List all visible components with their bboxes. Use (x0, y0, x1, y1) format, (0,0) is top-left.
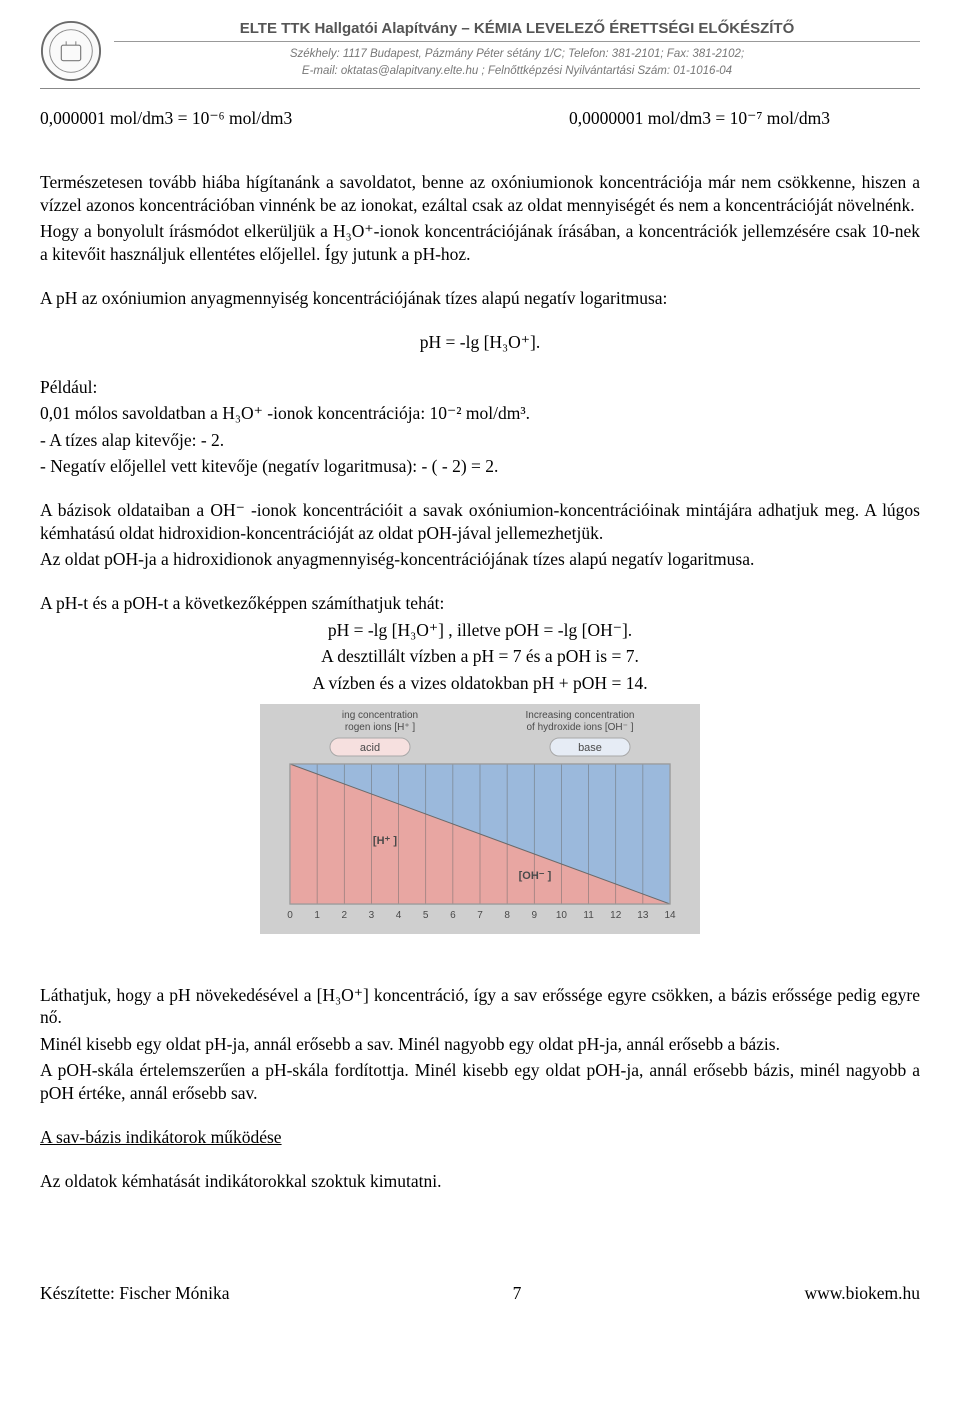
svg-text:base: base (578, 742, 602, 754)
paragraph-lead: Például: (40, 376, 920, 398)
paragraph: Természetesen tovább hiába hígítanánk a … (40, 171, 920, 216)
paragraph: Hogy a bonyolult írásmódot elkerüljük a … (40, 220, 920, 265)
svg-text:acid: acid (360, 742, 380, 754)
paragraph: Minél kisebb egy oldat pH-ja, annál erős… (40, 1033, 920, 1055)
document-body: 0,000001 mol/dm3 = 10⁻⁶ mol/dm3 0,000000… (40, 107, 920, 1193)
svg-text:14: 14 (664, 910, 676, 921)
equation: pH = -lg [H₃O⁺] , illetve pOH = -lg [OH⁻… (40, 619, 920, 641)
svg-text:4: 4 (396, 910, 402, 921)
equation: pH = -lg [H₃O⁺]. (40, 331, 920, 353)
svg-text:6: 6 (450, 910, 456, 921)
svg-text:1: 1 (314, 910, 320, 921)
svg-text:13: 13 (637, 910, 649, 921)
svg-text:Increasing concentration: Increasing concentration (526, 710, 635, 721)
svg-text:9: 9 (532, 910, 538, 921)
svg-text:ing concentration: ing concentration (342, 710, 418, 721)
ph-scale-diagram: ing concentrationrogen ions [H⁺ ] Increas… (260, 704, 700, 934)
header-address: Székhely: 1117 Budapest, Pázmány Péter s… (290, 48, 744, 60)
page-footer: Készítette: Fischer Mónika 7 www.biokem.… (40, 1283, 920, 1304)
paragraph: Láthatjuk, hogy a pH növekedésével a [H₃… (40, 984, 920, 1029)
paragraph: A pH-t és a pOH-t a következőképpen szám… (40, 592, 920, 614)
equation: A vízben és a vizes oldatokban pH + pOH … (40, 672, 920, 694)
equation: A desztillált vízben a pH = 7 és a pOH i… (40, 645, 920, 667)
section-heading: A sav-bázis indikátorok működése (40, 1127, 282, 1147)
svg-text:8: 8 (504, 910, 510, 921)
svg-text:of hydroxide ions [OH⁻ ]: of hydroxide ions [OH⁻ ] (527, 722, 634, 733)
svg-text:[H⁺ ]: [H⁺ ] (373, 835, 397, 847)
svg-text:11: 11 (583, 910, 594, 921)
paragraph: A bázisok oldataiban a OH⁻ -ionok koncen… (40, 499, 920, 544)
paragraph: A pOH-skála értelemszerűen a pH-skála fo… (40, 1059, 920, 1104)
svg-text:[OH⁻ ]: [OH⁻ ] (519, 870, 552, 882)
svg-text:0: 0 (287, 910, 293, 921)
page-header: ELTE TTK Hallgatói Alapítvány – KÉMIA LE… (40, 20, 920, 89)
header-title: ELTE TTK Hallgatói Alapítvány – KÉMIA LE… (114, 20, 920, 42)
svg-text:3: 3 (369, 910, 375, 921)
svg-text:rogen ions [H⁺ ]: rogen ions [H⁺ ] (345, 722, 416, 733)
svg-text:10: 10 (556, 910, 568, 921)
paragraph: Az oldat pOH-ja a hidroxidionok anyagmen… (40, 548, 920, 570)
paragraph: - Negatív előjellel vett kitevője (negat… (40, 455, 920, 477)
footer-url: www.biokem.hu (804, 1283, 920, 1304)
header-contact: E-mail: oktatas@alapitvany.elte.hu ; Fel… (302, 65, 732, 77)
svg-text:5: 5 (423, 910, 429, 921)
footer-page-number: 7 (513, 1283, 522, 1304)
paragraph: - A tízes alap kitevője: - 2. (40, 429, 920, 451)
paragraph: A pH az oxóniumion anyagmennyiség koncen… (40, 287, 920, 309)
paragraph: Az oldatok kémhatását indikátorokkal szo… (40, 1170, 920, 1192)
svg-text:12: 12 (610, 910, 622, 921)
equation-right: 0,0000001 mol/dm3 = 10⁻⁷ mol/dm3 (569, 107, 920, 129)
paragraph: 0,01 mólos savoldatban a H₃O⁺ -ionok kon… (40, 402, 920, 424)
university-seal-icon (40, 20, 102, 82)
svg-text:2: 2 (342, 910, 348, 921)
footer-author: Készítette: Fischer Mónika (40, 1283, 230, 1304)
equation-left: 0,000001 mol/dm3 = 10⁻⁶ mol/dm3 (40, 107, 292, 129)
svg-text:7: 7 (477, 910, 483, 921)
